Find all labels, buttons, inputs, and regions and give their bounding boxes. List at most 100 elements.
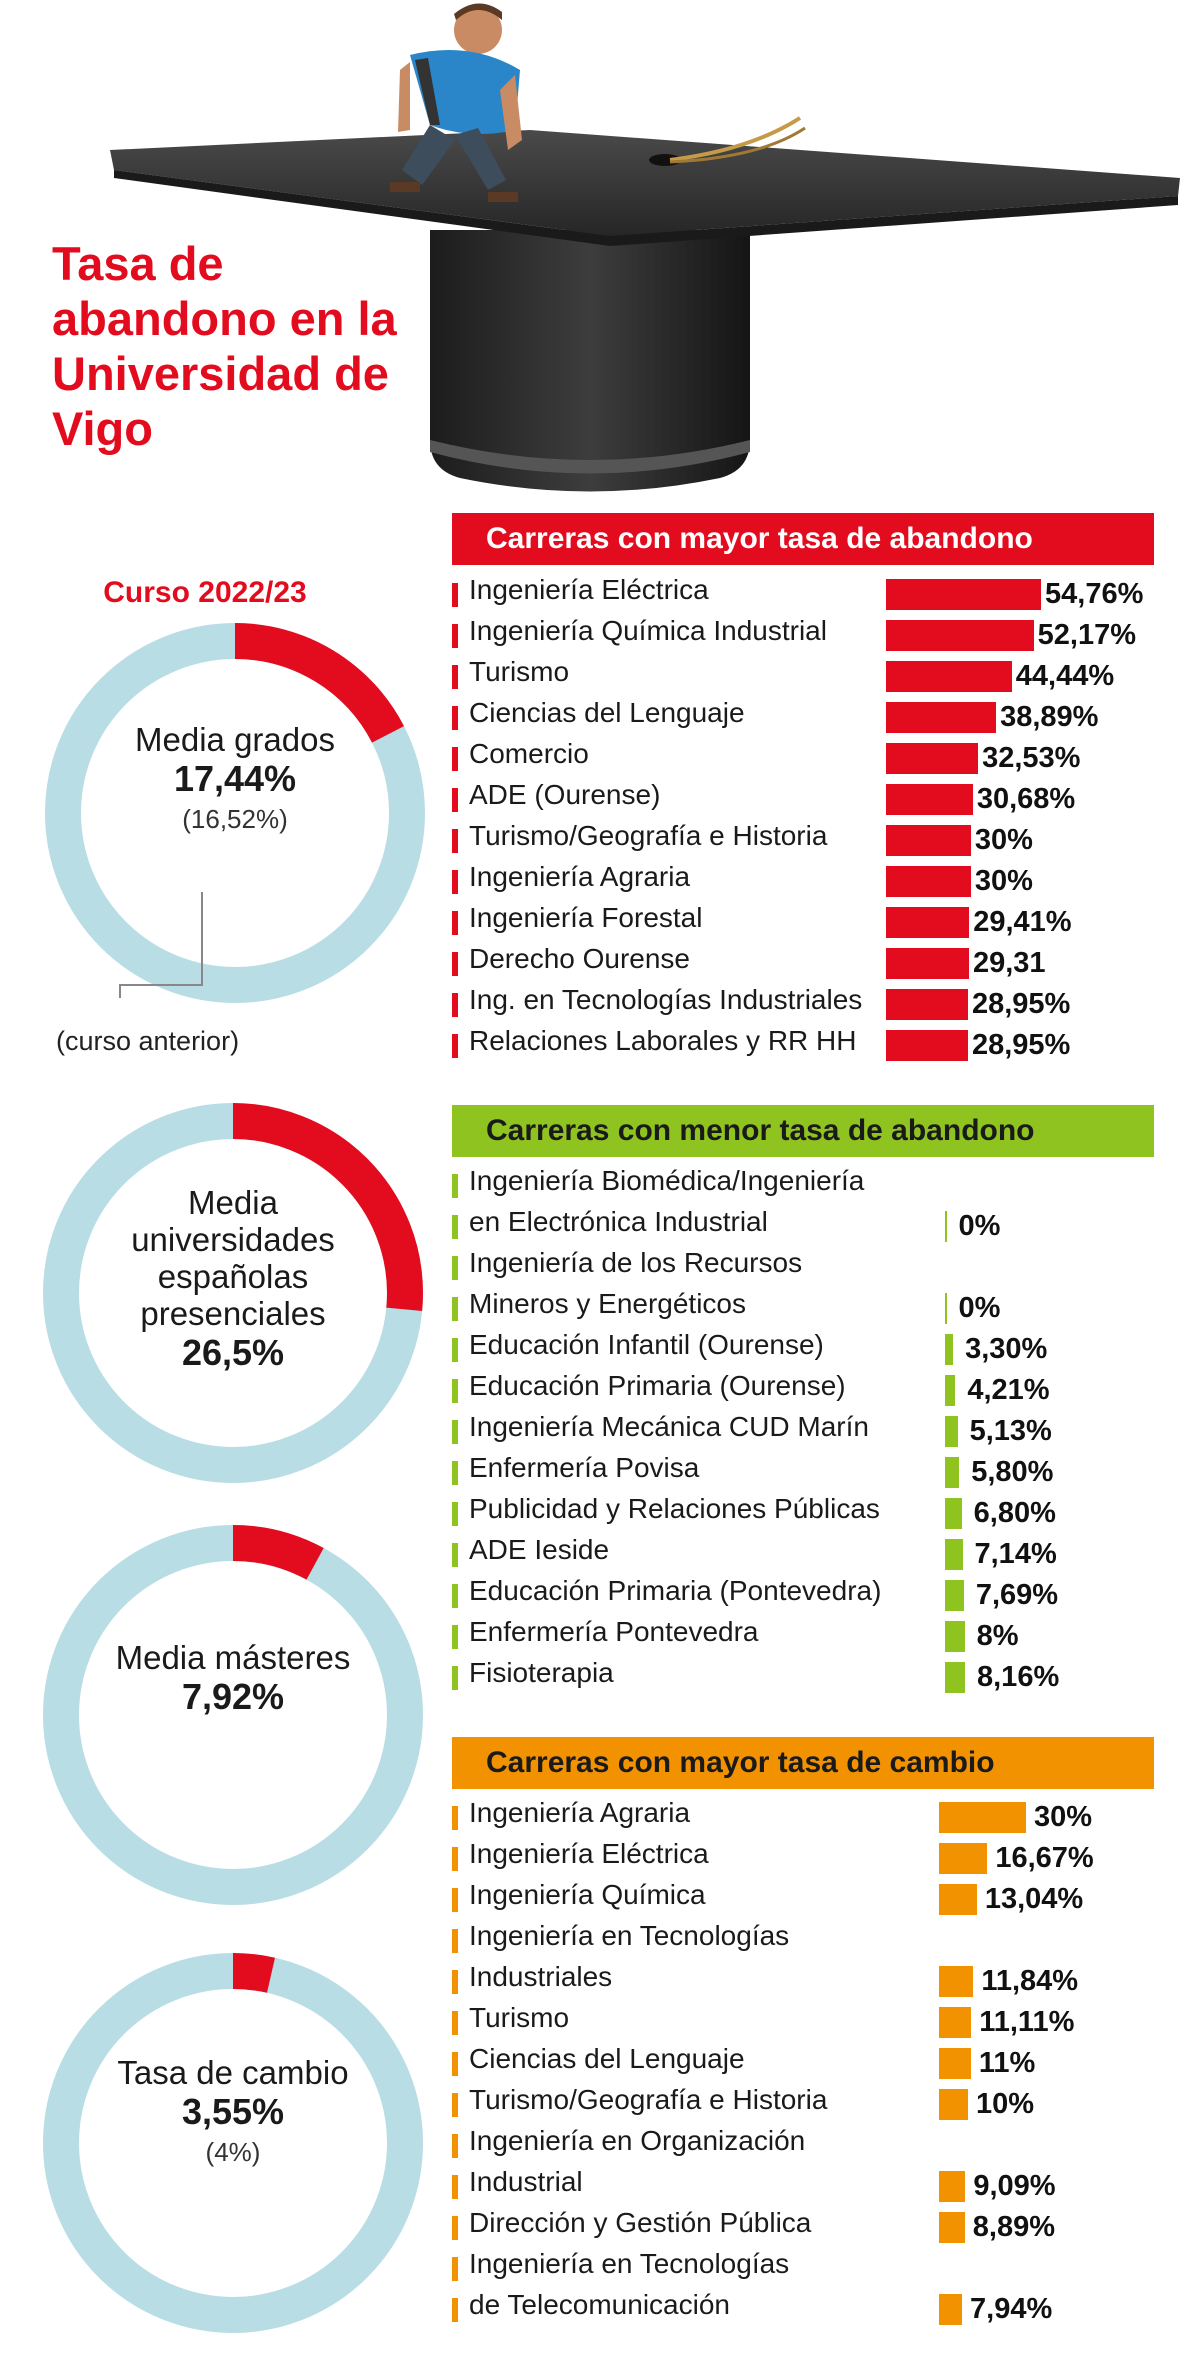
bar-row: ADE Ieside 7,14% (452, 1533, 1172, 1574)
chart-mayor-abandono: Ingeniería Eléctrica 54,76% Ingeniería Quí… (452, 573, 1172, 1065)
bar-row: Ingeniería Agraria 30% (452, 1796, 1172, 1837)
chart-menor-abandono: Ingeniería Biomédica/Ingeniería en Electr… (452, 1164, 1172, 1697)
row-marker (452, 1256, 458, 1280)
value-label: 10% (976, 2088, 1035, 2120)
category-label: Ingeniería en Organización Industrial (469, 2125, 806, 2197)
bar (945, 1211, 947, 1242)
donut-label: Tasa de cambio (117, 2054, 349, 2091)
bar-row: Ingeniería Química Industrial 52,17% (452, 614, 1172, 655)
row-marker (452, 1625, 458, 1649)
donut-value: 17,44% (173, 757, 297, 799)
course-label: Curso 2022/23 (103, 576, 307, 609)
bar (945, 1375, 956, 1406)
row-marker (452, 788, 458, 812)
value-label: 5,13% (969, 1415, 1052, 1447)
bar (945, 1539, 963, 1570)
row-marker (452, 1297, 458, 1321)
value-label: 16,67% (995, 1842, 1094, 1874)
value-label: 8,89% (972, 2211, 1055, 2243)
value-label: 7,69% (975, 1579, 1059, 1611)
category-label: Publicidad y Relaciones Públicas (469, 1493, 880, 1524)
bar (939, 2171, 966, 2202)
row-marker (452, 1666, 458, 1690)
bar-row: Educación Primaria (Ourense) 4,21% (452, 1369, 1172, 1410)
row-marker (452, 1970, 458, 1994)
row-marker (452, 2298, 458, 2322)
callout-line (119, 892, 203, 998)
bar-row: ADE (Ourense) 30,68% (452, 778, 1172, 819)
bar-row: Ciencias del Lenguaje 11% (452, 2042, 1172, 2083)
row-marker (452, 2175, 458, 2199)
row-marker (452, 624, 458, 648)
bar (939, 2294, 963, 2325)
bar (886, 1030, 968, 1061)
category-label: Ingeniería Mecánica CUD Marín (469, 1411, 869, 1442)
value-label: 13,04% (984, 1883, 1084, 1915)
value-label: 54,76% (1045, 578, 1144, 610)
bar-row: Ingeniería Eléctrica 16,67% (452, 1837, 1172, 1878)
row-marker (452, 993, 458, 1017)
bar-row: Ingeniería Biomédica/Ingeniería en Electr… (452, 1164, 1172, 1246)
bar (886, 579, 1041, 610)
graduation-cap-illustration (110, 3, 1180, 492)
bar-row: Enfermería Povisa 5,80% (452, 1451, 1172, 1492)
row-marker (452, 2011, 458, 2035)
chart-mayor-cambio: Ingeniería Agraria 30% Ingeniería Eléctric… (452, 1796, 1172, 2329)
category-label: Ingeniería Eléctrica (469, 1838, 709, 1869)
bar (886, 948, 969, 979)
section-header-mayor-abandono: Carreras con mayor tasa de abandono (452, 513, 1154, 565)
bar-row: Ing. en Tecnologías Industriales 28,95% (452, 983, 1172, 1024)
value-label: 8,16% (977, 1661, 1060, 1693)
donut-previous-value: (16,52%) (182, 804, 288, 835)
donut-label: Media másteres (115, 1639, 351, 1676)
donut-value: 7,92% (181, 1675, 285, 1717)
bar-row: Ingeniería en Organización Industrial 9,09… (452, 2124, 1172, 2206)
category-label: ADE Ieside (469, 1534, 610, 1565)
row-marker (452, 2257, 458, 2281)
row-marker (452, 747, 458, 771)
row-marker (452, 1888, 458, 1912)
row-marker (452, 665, 458, 689)
category-label: Turismo/Geografía e Historia (469, 820, 828, 851)
value-label: 52,17% (1037, 619, 1137, 651)
bar-row: Educación Primaria (Pontevedra) 7,69% (452, 1574, 1172, 1615)
category-label: Ingeniería Eléctrica (469, 574, 709, 605)
value-label: 30% (974, 824, 1033, 856)
category-label: Comercio (469, 738, 589, 769)
previous-course-label: (curso anterior) (56, 1026, 240, 1056)
row-marker (452, 1215, 458, 1239)
category-label: Enfermería Pontevedra (469, 1616, 759, 1647)
category-label: Ingeniería Biomédica/Ingeniería en Electr… (469, 1165, 865, 1237)
category-label: Ing. en Tecnologías Industriales (469, 984, 863, 1015)
bar (939, 2048, 971, 2079)
bar-row: Ingeniería Forestal 29,41% (452, 901, 1172, 942)
category-label: Derecho Ourense (469, 943, 691, 974)
category-label: Ingeniería Agraria (469, 1797, 691, 1828)
category-label: Ingeniería Forestal (469, 902, 703, 933)
bar-row: Educación Infantil (Ourense) 3,30% (452, 1328, 1172, 1369)
value-label: 30% (974, 865, 1033, 897)
row-marker (452, 911, 458, 935)
bar-row: Publicidad y Relaciones Públicas 6,80% (452, 1492, 1172, 1533)
donut-ring-value (43, 1103, 423, 1483)
row-marker (452, 829, 458, 853)
category-label: Turismo (469, 656, 570, 687)
value-label: 11,84% (981, 1965, 1079, 1997)
value-label: 6,80% (973, 1497, 1056, 1529)
bar (945, 1662, 965, 1693)
bar-row: Turismo 11,11% (452, 2001, 1172, 2042)
section-header-mayor-cambio: Carreras con mayor tasa de cambio (452, 1737, 1154, 1789)
donut-value: 3,55% (181, 2090, 285, 2132)
bar-row: Ciencias del Lenguaje 38,89% (452, 696, 1172, 737)
category-label: Relaciones Laborales y RR HH (469, 1025, 857, 1056)
row-marker (452, 1502, 458, 1526)
category-label: Ingeniería Agraria (469, 861, 691, 892)
row-marker (452, 706, 458, 730)
bar-row: Relaciones Laborales y RR HH 28,95% (452, 1024, 1172, 1065)
row-marker (452, 870, 458, 894)
bar (886, 620, 1034, 651)
category-label: Turismo/Geografía e Historia (469, 2084, 828, 2115)
bar (886, 866, 971, 897)
bar (886, 784, 973, 815)
row-marker (452, 583, 458, 607)
